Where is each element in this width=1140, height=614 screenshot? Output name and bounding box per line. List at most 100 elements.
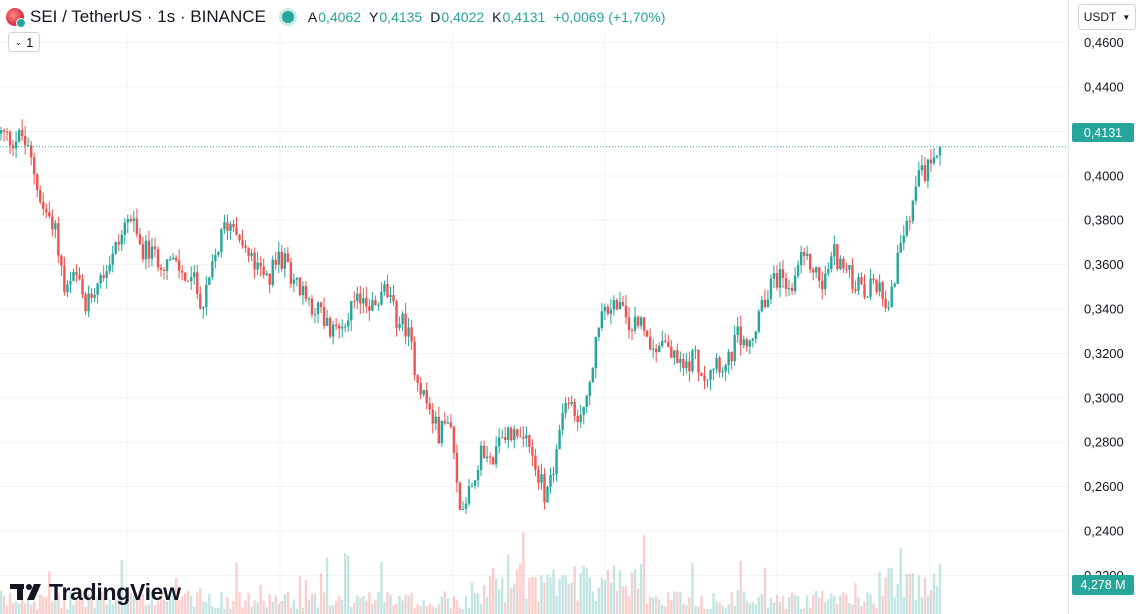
price-axis[interactable]: 0,46000,44000,42000,40000,38000,36000,34… [1068,0,1124,614]
price-tick-label: 0,3400 [1084,302,1124,317]
volume-bar [162,600,166,614]
candle-body [253,252,256,270]
candle-body [292,279,296,284]
candle-body [238,234,241,241]
volume-bar [552,569,555,614]
candle-body [630,329,634,331]
volume-bar [54,590,57,614]
volume-bar [781,596,785,614]
candle-body [784,278,788,289]
volume-bar [416,604,419,614]
volume-bar [343,552,347,614]
candle-body [377,304,380,306]
candle-body [531,446,534,456]
candle-body [748,340,751,347]
candle-body [404,313,407,337]
candle-body [476,469,480,481]
volume-bar [60,607,63,614]
candle-body [319,302,323,307]
candle-body [437,416,440,444]
volume-bar [48,571,51,614]
candle-body [425,389,428,404]
volume-bar [14,601,18,614]
volume-bar [567,584,570,614]
volume-bar [111,604,114,614]
candle-body [540,474,543,483]
candle-body [223,222,226,230]
candle-body [929,159,933,164]
candle-body [117,241,120,245]
candle-body [150,246,154,259]
volume-bar [808,607,812,614]
volume-bar [347,555,350,614]
volume-bar [256,602,259,614]
volume-bar [893,597,896,614]
volume-bar [262,600,265,614]
candle-body [582,406,585,415]
volume-bar [407,595,410,614]
candle-body [45,208,48,213]
candle-body [458,482,462,510]
candle-body [727,351,730,366]
volume-bar [214,607,217,614]
volume-bar [857,596,860,614]
volume-bar [467,608,471,614]
volume-bar [29,604,33,614]
candle-body [673,350,676,358]
volume-bar [600,577,604,614]
volume-bar [558,578,561,614]
candle-body [310,298,314,315]
candle-body [618,301,622,310]
volume-bar [476,593,480,614]
candle-body [180,270,184,273]
volume-bar [742,591,745,614]
interval-toggle-button[interactable]: ⌄ 1 [8,32,40,52]
market-status-icon[interactable] [281,11,294,23]
volume-bar [165,601,169,614]
volume-bar [824,601,827,614]
candle-body [597,327,601,337]
volume-bar [277,603,280,614]
volume-bar [464,595,468,614]
volume-bar [875,608,878,614]
currency-select-button[interactable]: USDT ▼ [1078,4,1136,30]
candle-body [162,269,166,271]
candle-body [90,293,93,298]
volume-bar [90,590,93,614]
candle-body [473,480,477,486]
candle-body [485,456,489,459]
candle-body [642,317,646,331]
candle-body [558,429,561,450]
candle-body [105,271,108,278]
candle-body [603,306,607,312]
candle-body [818,267,821,281]
candle-body [63,265,66,293]
volume-bar [751,601,755,614]
candle-body [39,190,42,202]
candle-body [808,253,812,270]
candle-body [428,403,431,410]
volume-bar [229,609,232,614]
volume-bar [301,607,305,614]
candle-body [259,262,262,267]
candle-body [718,357,721,373]
candle-body [730,351,733,362]
candle-body [14,141,18,149]
candle-body [576,415,579,423]
candle-body [17,130,21,142]
candle-body [156,249,160,268]
tradingview-brand[interactable]: TradingView [10,578,181,606]
volume-bar [159,592,163,614]
volume-bar [923,577,927,614]
volume-bar [597,587,601,614]
volume-bar [334,601,338,614]
symbol-title[interactable]: SEI / TetherUS · 1s · BINANCE [30,7,266,26]
volume-bar [392,604,395,614]
volume-bar [108,599,111,614]
volume-bar [754,604,758,614]
candle-body [881,282,884,299]
volume-bar [573,566,576,614]
volume-bar [39,594,42,614]
volume-bar [718,602,721,614]
